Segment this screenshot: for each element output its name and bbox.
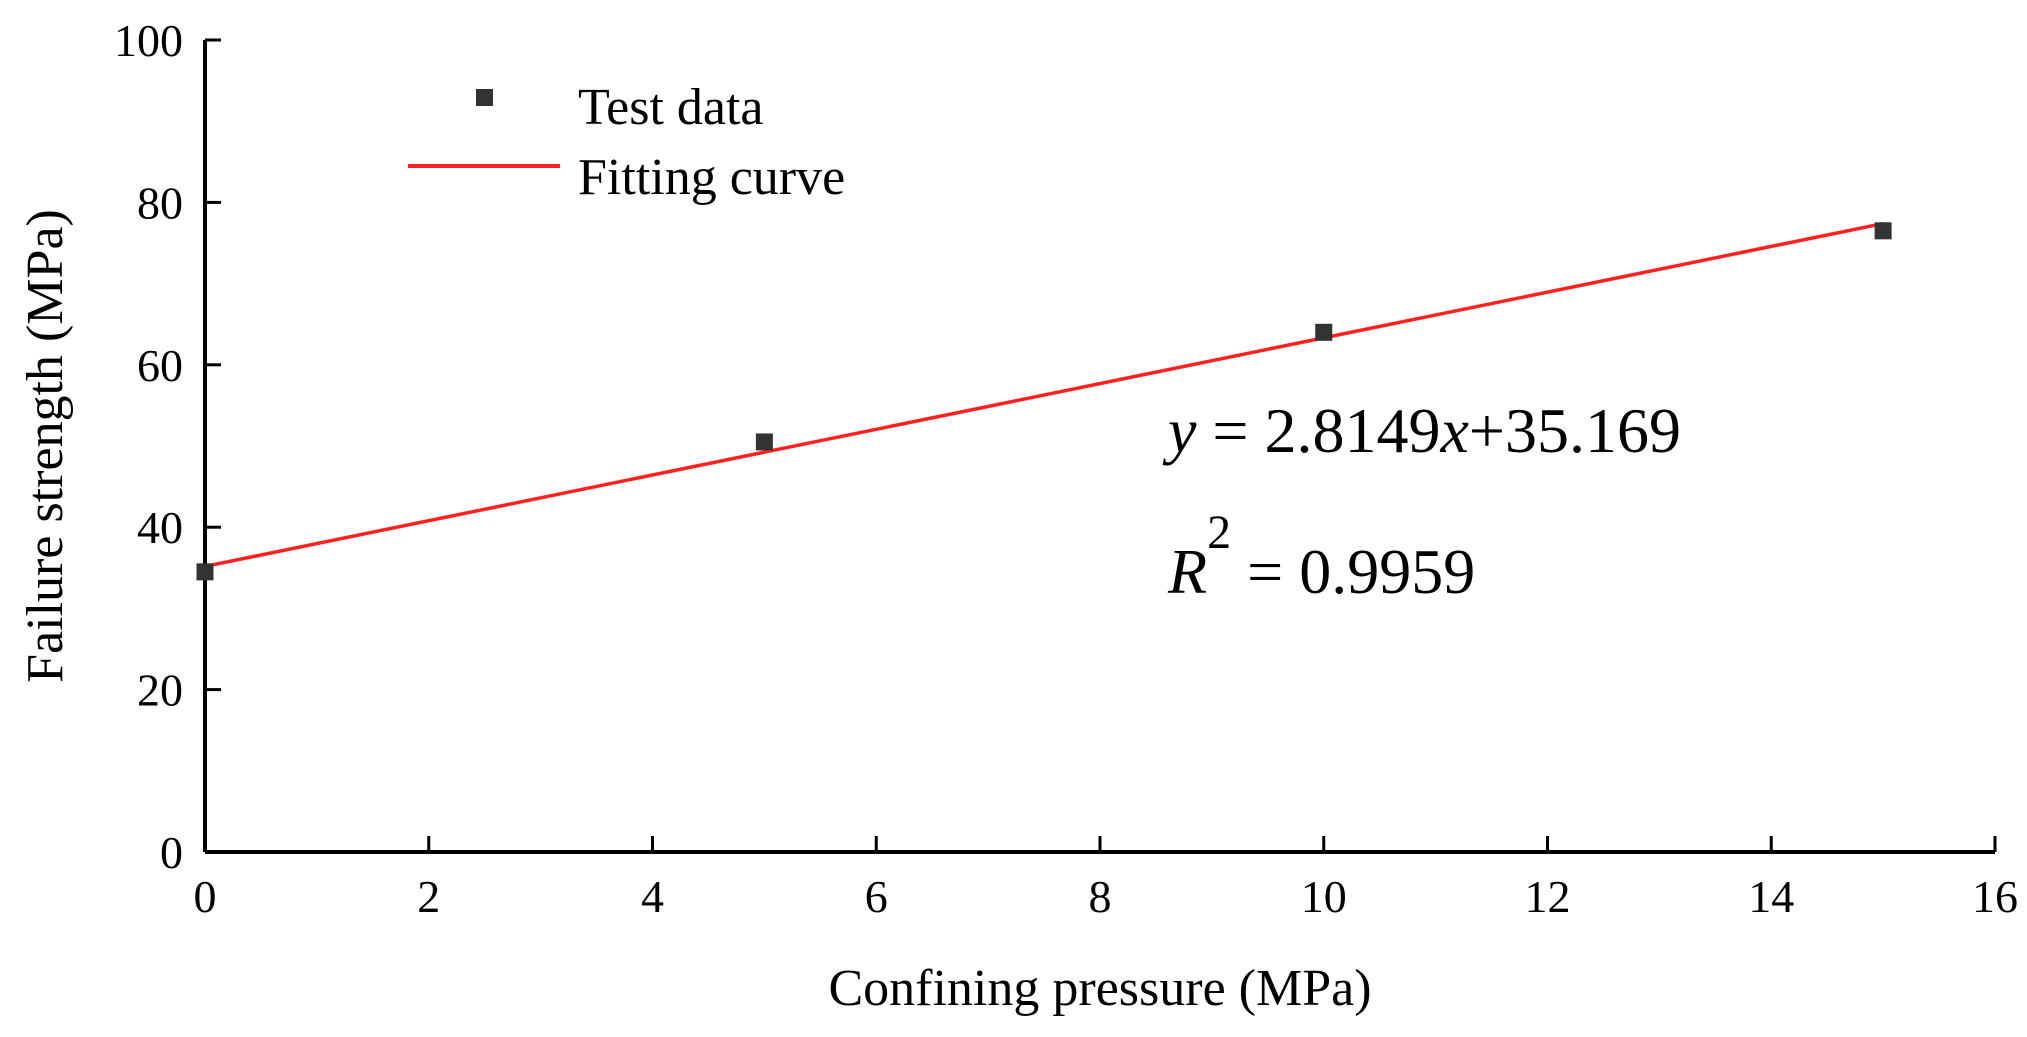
x-tick-label-6: 6 <box>865 871 888 922</box>
r-squared-value: = 0.9959 <box>1231 536 1475 607</box>
axes <box>203 40 1995 854</box>
test-data-point-1 <box>755 433 773 451</box>
x-tick-label-2: 2 <box>417 871 440 922</box>
test-data-points <box>196 222 1892 581</box>
r-superscript: 2 <box>1207 506 1231 559</box>
legend: Test data Fitting curve <box>408 79 845 206</box>
legend-label-fitting-curve: Fitting curve <box>578 149 845 206</box>
equation-intercept: +35.169 <box>1469 395 1681 466</box>
r-symbol: R <box>1167 536 1207 607</box>
legend-marker-test-data <box>476 89 493 106</box>
equation-annotation: y = 2.8149x+35.169 R2 = 0.9959 <box>1162 395 1681 607</box>
x-tick-label-12: 12 <box>1525 871 1571 922</box>
test-data-point-0 <box>196 563 214 581</box>
y-tick-label-0: 0 <box>160 827 183 878</box>
x-tick-label-14: 14 <box>1748 871 1794 922</box>
x-axis-title: Confining pressure (MPa) <box>828 960 1371 1017</box>
equation-coefficient: = 2.8149 <box>1196 395 1440 466</box>
y-tick-label-80: 80 <box>137 177 183 228</box>
y-tick-label-60: 60 <box>137 340 183 391</box>
y-ticks: 0 20 40 60 80 100 <box>114 15 221 878</box>
regression-equation: y = 2.8149x+35.169 <box>1162 395 1681 466</box>
fitting-curve-line <box>204 221 1884 569</box>
test-data-point-2 <box>1315 323 1333 341</box>
legend-label-test-data: Test data <box>578 79 764 136</box>
x-tick-label-10: 10 <box>1301 871 1347 922</box>
y-axis-title: Failure strength (MPa) <box>17 209 74 683</box>
equation-y: y <box>1162 395 1197 466</box>
equation-x: x <box>1440 395 1469 466</box>
x-tick-label-0: 0 <box>194 871 217 922</box>
r-squared: R2 = 0.9959 <box>1167 506 1475 607</box>
x-tick-label-16: 16 <box>1972 871 2018 922</box>
fitting-curve-group <box>204 221 1884 569</box>
y-tick-label-40: 40 <box>137 502 183 553</box>
test-data-point-3 <box>1874 222 1892 240</box>
y-tick-label-100: 100 <box>114 15 183 66</box>
x-tick-label-8: 8 <box>1089 871 1112 922</box>
y-tick-label-20: 20 <box>137 665 183 716</box>
x-tick-label-4: 4 <box>641 871 664 922</box>
x-ticks: 0 2 4 6 8 10 12 14 16 <box>194 836 2018 922</box>
